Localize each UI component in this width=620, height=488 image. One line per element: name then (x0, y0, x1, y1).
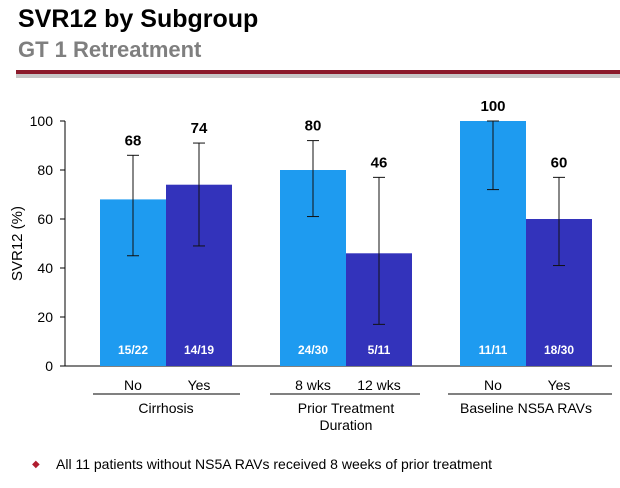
y-tick-label: 40 (37, 260, 53, 276)
page-subtitle: GT 1 Retreatment (18, 37, 202, 62)
bar-fraction-label: 11/11 (479, 343, 508, 357)
x-tick-label: 12 wks (357, 377, 401, 393)
data-label: 60 (551, 154, 568, 171)
group-label: Prior Treatment (298, 400, 395, 416)
header-rule-red (16, 70, 620, 74)
group-label: Cirrhosis (138, 400, 193, 416)
data-label: 74 (191, 120, 208, 137)
x-tick-label: Yes (548, 377, 571, 393)
bar-fraction-label: 14/19 (184, 343, 214, 357)
bar-fraction-label: 18/30 (544, 343, 574, 357)
bar-fraction-label: 5/11 (368, 343, 391, 357)
footnote-bullet-icon: ◆ (32, 459, 40, 470)
data-label: 80 (305, 118, 322, 135)
bar-fraction-label: 24/30 (298, 343, 328, 357)
y-tick-label: 0 (45, 358, 53, 374)
y-tick-label: 20 (37, 309, 53, 325)
chart: 0 20 40 60 80 100 SVR12 (%) 68 15/22 No 74 14/19 Yes… (9, 98, 612, 433)
y-tick-label: 80 (37, 162, 53, 178)
group-label: Duration (320, 417, 373, 433)
footnote-text: All 11 patients without NS5A RAVs receiv… (56, 456, 493, 472)
page-title: SVR12 by Subgroup (18, 5, 259, 33)
y-axis-label: SVR12 (%) (9, 206, 26, 281)
x-tick-label: Yes (188, 377, 211, 393)
data-label: 100 (480, 98, 505, 115)
data-label: 68 (125, 132, 142, 149)
y-tick-label: 60 (37, 211, 53, 227)
bar-fraction-label: 15/22 (118, 343, 148, 357)
data-label: 46 (371, 154, 388, 171)
y-tick-label: 100 (30, 113, 54, 129)
x-tick-label: No (484, 377, 502, 393)
x-tick-label: No (124, 377, 142, 393)
header-rule-gray (16, 74, 620, 78)
x-tick-label: 8 wks (295, 377, 331, 393)
group-label: Baseline NS5A RAVs (460, 400, 592, 416)
